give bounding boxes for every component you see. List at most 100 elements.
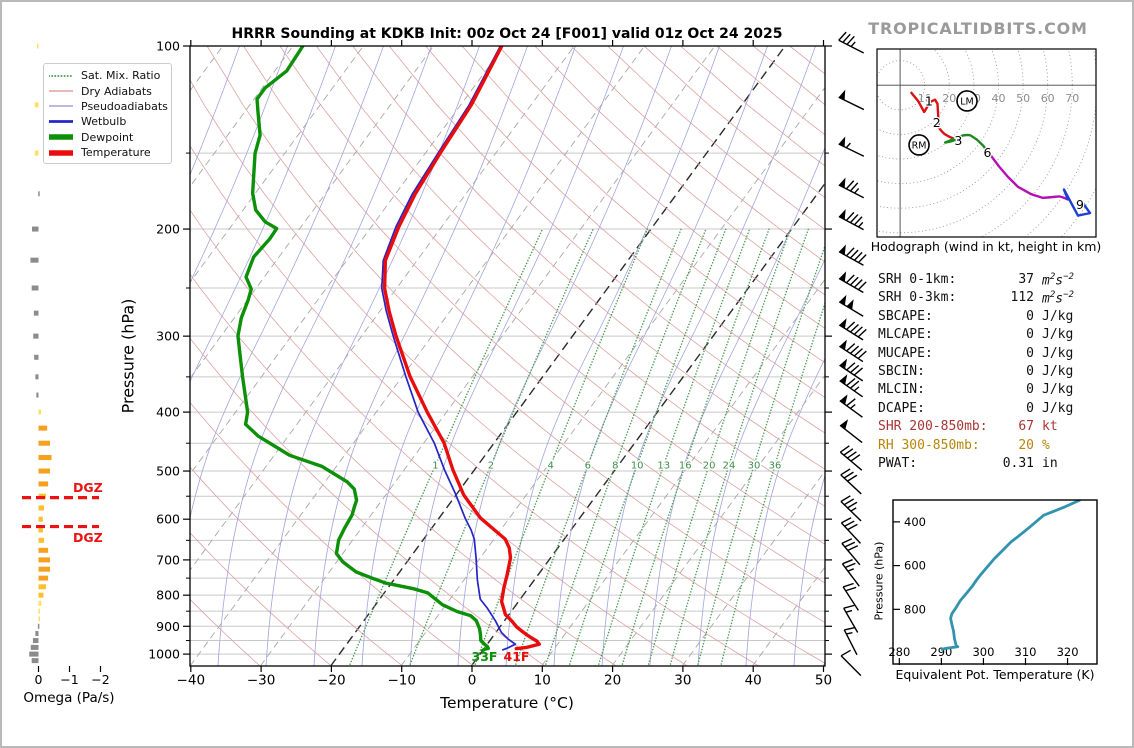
chart-path [553,46,768,666]
legend-item-temperature: Temperature [44,145,171,160]
chart-line [841,538,853,545]
stat-label: SRH 0-1km: [878,272,957,287]
chart-path [409,46,624,666]
stat-unit: J/kg [1042,327,1074,343]
stat-label: RH 300-850mb: [878,437,980,453]
mixing-ratio-label: 20 [703,461,716,472]
stat-value: 0 [1026,308,1034,324]
chart-line [849,380,860,389]
wind-barb [839,358,864,382]
legend-item-wetbulb: Wetbulb [44,114,171,129]
chart-line [842,559,853,565]
stat-value: 0 [1026,327,1034,343]
wind-barb [839,445,863,471]
omega-bar [38,409,41,415]
hodograph-height-label: 3 [954,133,962,148]
chart-path [190,79,825,664]
omega-bar [35,374,39,380]
x-tick-label: −20 [317,673,346,689]
x-tick-label: −40 [177,673,206,689]
x-tick-label: 0 [468,673,477,689]
chart-path [839,394,848,405]
chart-path [696,243,825,666]
hodograph-ring-label: 50 [1016,92,1030,105]
chart-line [847,474,858,482]
chart-line [840,649,851,657]
storm-motion-label: RM [912,140,927,151]
chart-line [842,33,851,43]
legend-label-dewpoint: Dewpoint [81,130,134,144]
omega-bar [38,481,49,487]
omega-bar [38,547,49,553]
chart-line [849,214,859,224]
chart-line [845,180,855,190]
chart-line [840,522,862,544]
hodograph-trace-6-9km [985,148,1070,201]
chart-line [849,249,859,259]
theta-e-x-tick-label: 280 [888,645,910,659]
chart-line [838,31,847,41]
chart-path [190,598,261,666]
chart-path [190,337,546,666]
chart-path [839,318,847,329]
chart-line [849,182,859,192]
stat-value: 20 [1018,437,1034,453]
chart-line [853,348,863,357]
chart-line [845,142,851,149]
stat-label: SHR 200-850mb: [878,419,988,435]
chart-line [839,445,850,453]
chart-path [260,46,716,666]
chart-line [843,604,855,609]
chart-path [839,271,847,282]
chart-line [850,507,857,512]
stat-label: MLCIN: [878,382,925,398]
chart-path [348,228,544,666]
chart-path [838,136,846,147]
chart-path [352,46,825,470]
omega-bar [38,527,43,533]
chart-rect [892,499,1098,665]
wind-barb [839,419,863,444]
chart-path [190,401,475,666]
chart-path [498,46,825,329]
chart-path [190,46,434,380]
chart-path [601,46,816,666]
omega-bar [38,454,52,460]
chart-line [846,321,856,331]
chart-line [853,386,860,392]
stat-value: 67 [1018,419,1034,435]
omega-bar [38,600,42,606]
stat-unit: kt [1042,419,1058,435]
chart-line [846,343,856,352]
chart-line [847,523,858,531]
stat-label: MUCAPE: [878,345,933,361]
omega-tick-label: −2 [91,672,109,687]
legend-item-dry-adiabats: Dry Adiabats [44,83,171,98]
hodograph-trace-3-6km [943,133,988,152]
theta-e-x-tick-label: 300 [972,645,994,659]
wind-barb [838,177,865,199]
legend-line-dewpoint [49,134,73,140]
chart-path [190,46,505,476]
chart-path [719,300,825,666]
legend-label-sat-mix-ratio: Sat. Mix. Ratio [81,69,161,83]
chart-path [190,273,617,666]
hodograph-panel: 10203040506070LMRM12369 [876,48,1097,238]
wind-barb [840,517,862,544]
wetbulb-curve [380,46,517,651]
x-axis-label: Temperature (°C) [440,694,574,712]
page-title: HRRR Sounding at KDKB Init: 00z Oct 24 [… [231,26,783,42]
omega-bar [31,226,39,232]
legend-line-dry-adiabats [49,90,73,92]
skewt-background: 1 2 4 6 8 10 13 16 20 24 30 36 [190,46,825,666]
omega-axis-label: Omega (Pa/s) [23,690,115,706]
chart-path [505,46,720,666]
y-tick-label: 800 [156,588,180,603]
stat-label: DCAPE: [878,400,925,416]
chart-line [840,655,862,677]
temperature-curve [382,46,541,651]
dgz-upper-label: DGZ [73,480,103,495]
